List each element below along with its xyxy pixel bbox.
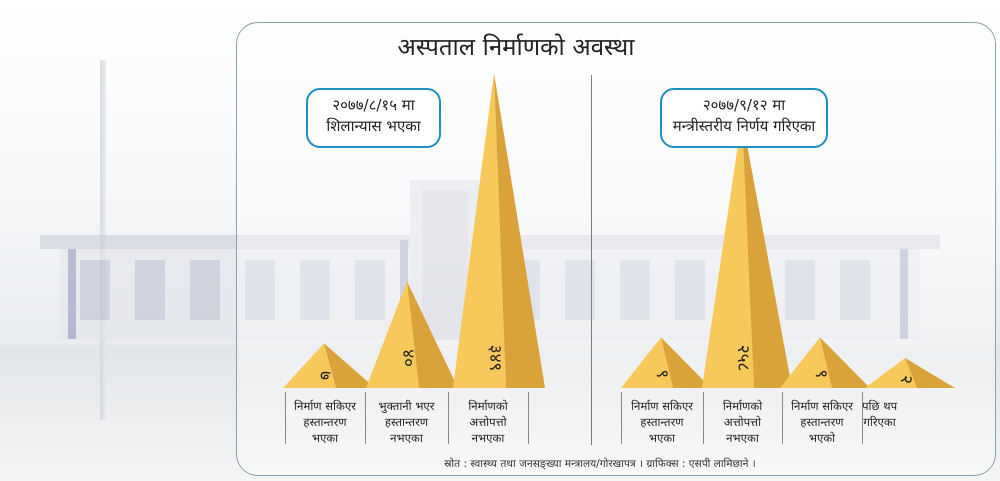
category-label-1-0-line-1: हस्तान्तरण [640,415,684,429]
category-label-0-0-line-1: हस्तान्तरण [303,415,347,429]
category-label-1-2-line-2: भएको [808,431,836,445]
category-label-1-1-line-1: अत्तोपत्तो [723,415,762,429]
pyramid-0-0-front [283,343,336,388]
group-divider [591,75,592,445]
pyramid-1-0-front [621,337,673,388]
chart-title: अस्पताल निर्माणको अवस्था [397,33,635,61]
right-callout-line-2: मन्त्रीस्तरीय निर्णय गरिएका [672,117,816,135]
pyramid-0-2-front [453,73,506,388]
category-label-1-1: निर्माणको अत्तोपत्तो नभएका [703,398,782,446]
value-label-0-0: ७ [315,371,335,380]
category-label-0-1-line-1: हस्तान्तरण [384,415,429,429]
category-label-0-1: भुक्तानी भएर हस्तान्तरण नभएका [365,398,448,446]
category-label-0-2-line-1: अत्तोपत्तो [469,415,507,429]
category-label-0-0-line-0: निर्माण सकिएर [294,399,356,413]
column-separator-1-0 [621,392,622,444]
value-label-1-1: २५८ [733,345,753,372]
left-callout-line-1: २०७७/८/१५ मा [332,96,415,114]
category-label-0-0: निर्माण सकिएर हस्तान्तरण भएका [285,398,365,446]
pyramid-1-1-side [742,117,792,389]
column-separator-0-1 [365,392,366,444]
category-label-1-1-line-2: नभएका [726,431,759,445]
pyramid-1-3-front [865,358,917,388]
right-group-callout: २०७७/९/१२ मा मन्त्रीस्तरीय निर्णय गरिएका [660,88,828,148]
category-label-1-2-line-0: निर्माण सकिएर [791,399,853,413]
right-callout-line-1: २०७७/९/१२ मा [702,96,786,114]
category-label-0-2-line-0: निर्माणको [468,399,508,413]
category-label-1-3-line-1: गरिएका [863,415,896,429]
column-separator-1-3 [862,392,863,444]
category-label-0-0-line-2: भएका [311,431,339,445]
pyramid-1-2-front [780,337,832,388]
pyramid-0-0-side [324,343,375,388]
pyramid-0-2-side [494,73,545,388]
category-label-1-3: पछि थप गरिएका [862,398,897,430]
pyramid-1-0-side [661,337,711,388]
pyramid-1-2-side [820,337,870,388]
column-separator-1-2 [782,392,783,444]
category-label-1-3-line-0: पछि थप [862,399,898,413]
value-label-0-1: ४० [398,349,418,367]
category-label-1-0: निर्माण सकिएर हस्तान्तरण भएका [621,398,703,446]
pyramid-1-3-side [905,358,955,388]
left-callout-line-2: शिलान्यास भएका [326,117,421,135]
left-group-callout: २०७७/८/१५ मा शिलान्यास भएका [306,88,441,148]
column-separator-0-3 [528,392,529,444]
value-label-1-3: २ [896,375,916,384]
category-label-0-1-line-2: नभएका [390,431,423,445]
value-label-1-2: ९ [811,369,831,378]
column-separator-0-2 [448,392,449,444]
column-separator-0-0 [285,392,286,444]
pyramid-0-1-side [407,281,458,388]
value-label-0-2: ३४९ [485,345,505,372]
category-label-0-1-line-0: भुक्तानी भएर [378,399,435,413]
category-label-1-2: निर्माण सकिएर हस्तान्तरण भएको [782,398,862,446]
source-credit: स्रोत : स्वास्थ्य तथा जनसङ्ख्या मन्त्राल… [444,458,756,470]
category-label-1-0-line-2: भएका [648,431,676,445]
category-label-1-0-line-0: निर्माण सकिएर [631,399,693,413]
category-label-1-1-line-0: निर्माणको [722,399,763,413]
category-label-1-2-line-1: हस्तान्तरण [800,415,844,429]
category-label-0-2-line-2: नभएका [471,431,505,445]
category-label-0-2: निर्माणको अत्तोपत्तो नभएका [448,398,528,446]
pyramid-1-1-front [702,117,754,389]
column-separator-1-1 [703,392,704,444]
value-label-1-0: ९ [652,369,672,378]
pyramid-0-1-front [366,281,419,388]
